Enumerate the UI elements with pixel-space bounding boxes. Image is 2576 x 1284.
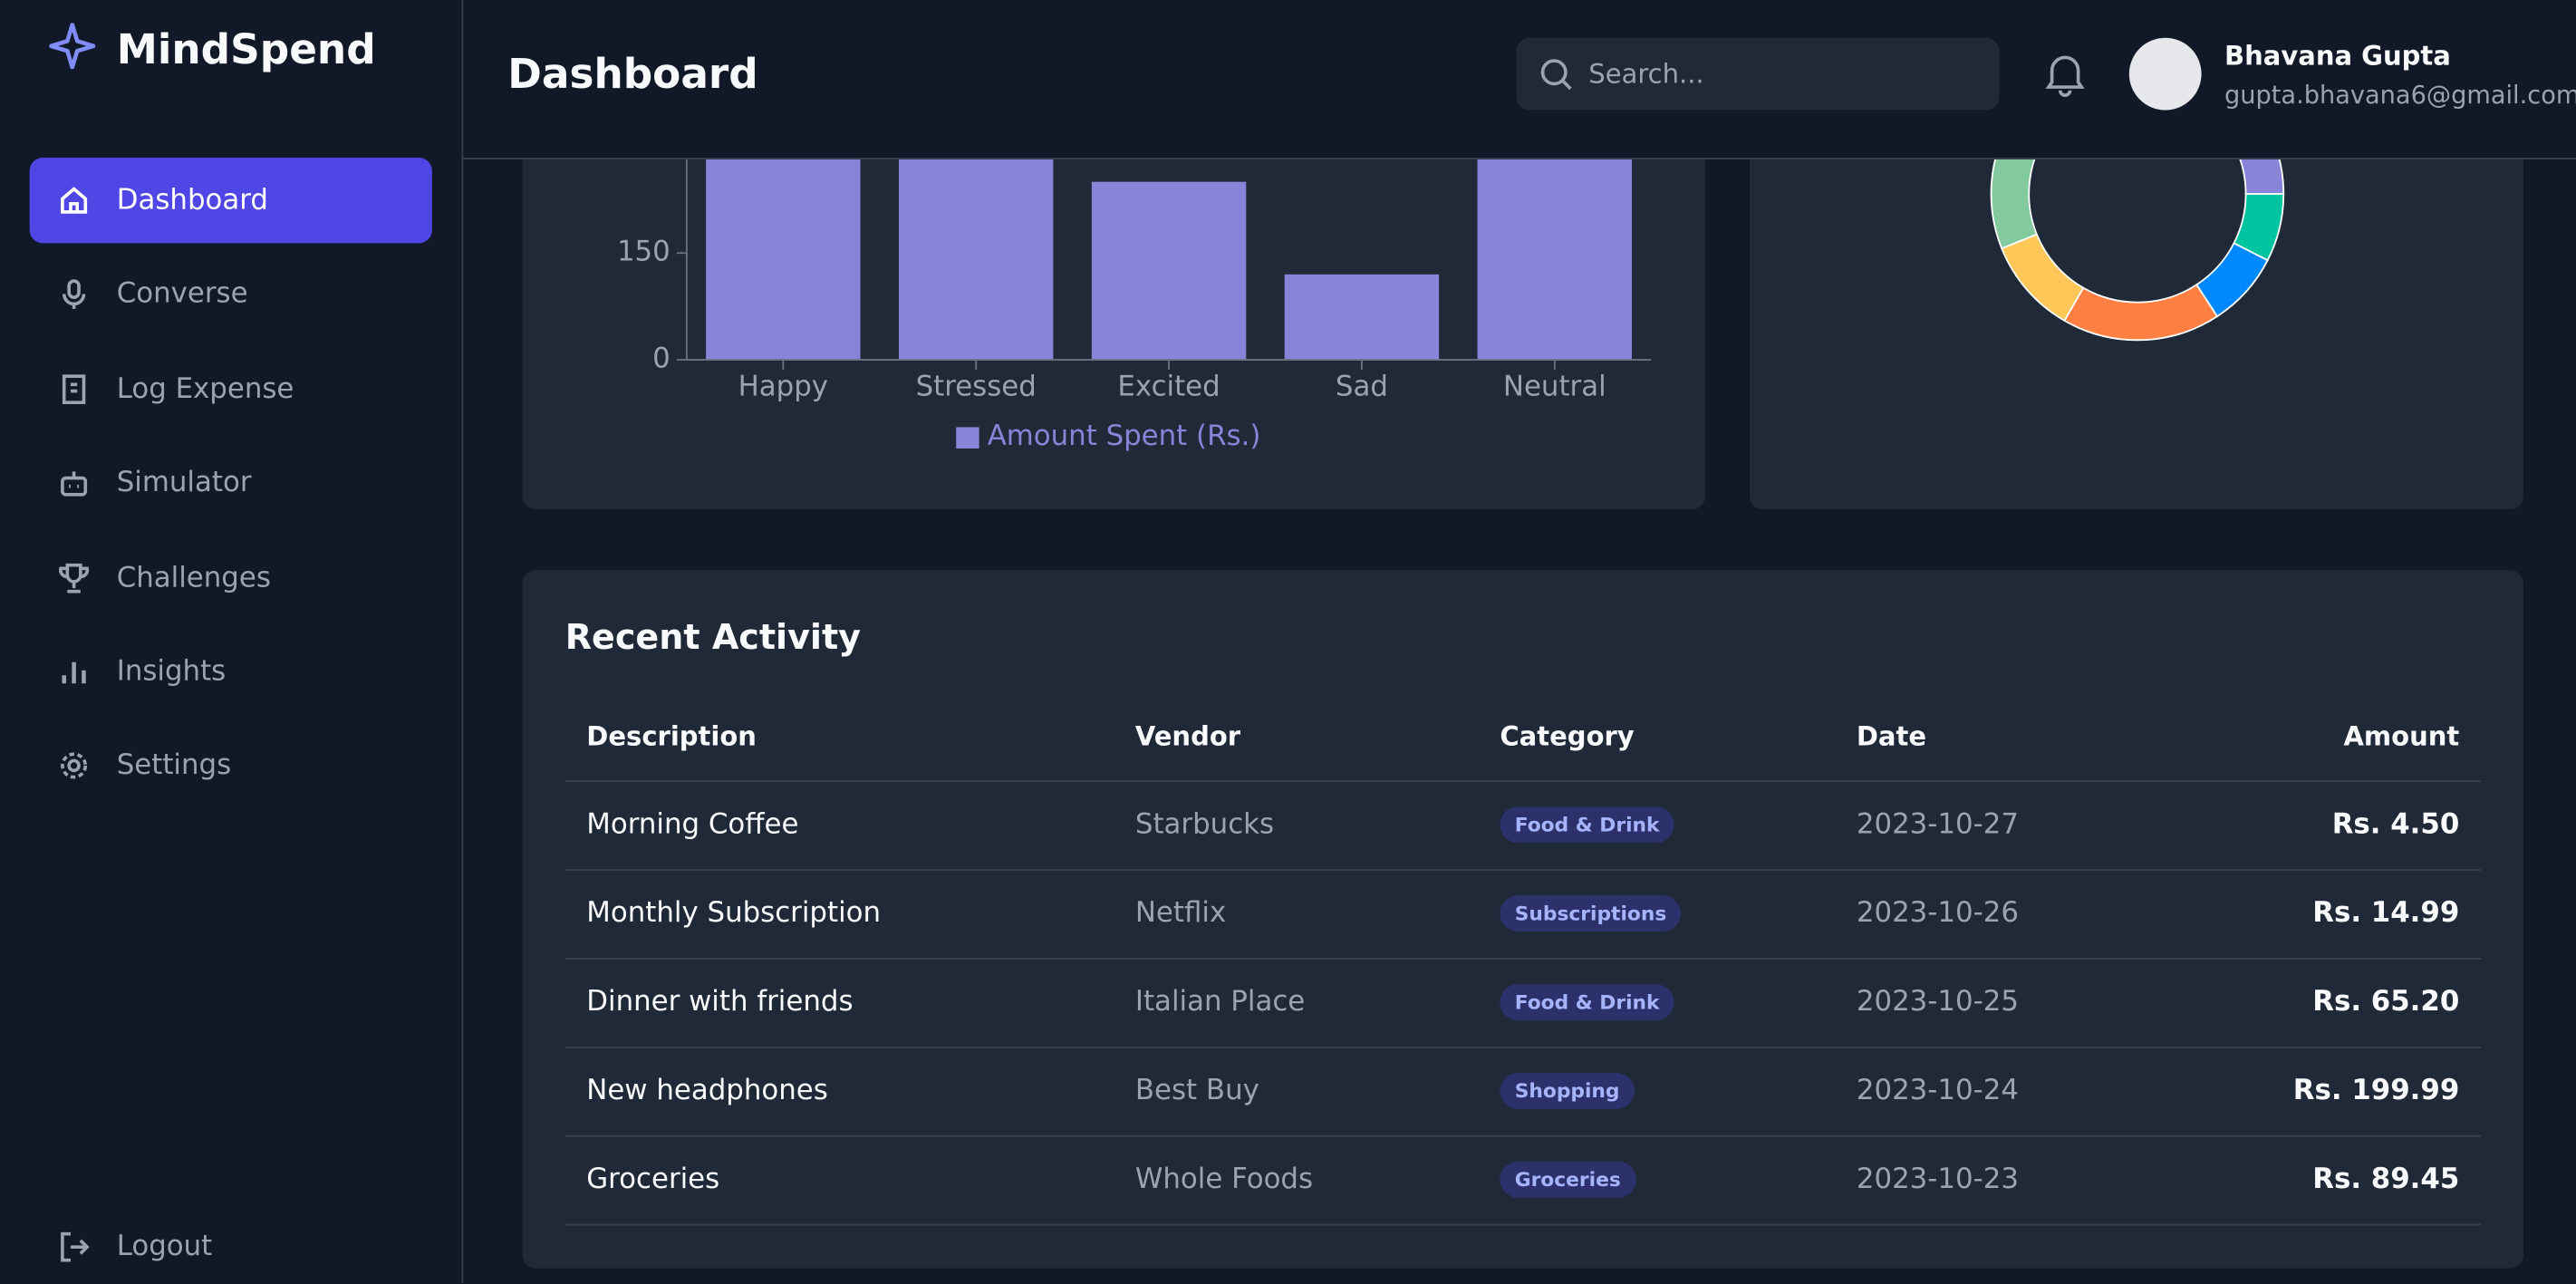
description-cell: Dinner with friends (586, 985, 854, 1019)
brand-icon (49, 23, 96, 70)
row-divider (564, 1046, 2481, 1048)
date-cell: 2023-10-24 (1856, 1074, 2019, 1108)
nav-icon (61, 471, 88, 497)
nav-item[interactable]: Challenges (30, 535, 432, 620)
y-tick-label: 0 (652, 343, 671, 375)
header: Dashboard Search... Bhavana Gupta gupta.… (463, 0, 2576, 159)
nav-icon (59, 563, 90, 593)
vendor-cell: Italian Place (1134, 985, 1306, 1019)
bell-icon[interactable] (2044, 51, 2087, 97)
nav-label: Insights (116, 655, 227, 689)
amount-cell: Rs. 14.99 (2312, 896, 2460, 931)
donut-slice (2063, 283, 2219, 342)
column-header: Description (586, 720, 757, 752)
category-badge: Groceries (1500, 1161, 1636, 1198)
date-cell: 2023-10-23 (1856, 1163, 2019, 1196)
category-cell: Groceries (1500, 1161, 1636, 1198)
column-header: Category (1500, 720, 1635, 752)
nav-icon (62, 279, 86, 310)
category-badge: Food & Drink (1500, 806, 1674, 844)
nav-icon (62, 661, 86, 684)
x-tick-label: Stressed (916, 370, 1037, 402)
page-title: Dashboard (507, 50, 758, 98)
legend-swatch (956, 427, 979, 449)
description-cell: Monthly Subscription (586, 896, 882, 931)
search-icon (1540, 59, 1572, 91)
nav-item[interactable]: Simulator (30, 440, 432, 526)
donut-slice (2233, 193, 2285, 262)
x-tick-label: Neutral (1503, 370, 1606, 402)
date-cell: 2023-10-27 (1856, 808, 2019, 842)
logout-label: Logout (116, 1231, 213, 1264)
nav-item[interactable]: Dashboard (29, 158, 432, 244)
sidebar: MindSpend Dashboard Converse Log Expense Si… (0, 0, 464, 1284)
bar (1091, 181, 1247, 361)
vendor-cell: Whole Foods (1134, 1163, 1314, 1196)
description-cell: Groceries (586, 1163, 720, 1196)
bar (898, 124, 1054, 361)
date-cell: 2023-10-25 (1856, 985, 2019, 1019)
nav-label: Settings (116, 749, 232, 783)
search-placeholder: Search... (1588, 58, 1704, 90)
nav-item[interactable]: Converse (30, 252, 432, 337)
x-tick-label: Sad (1336, 370, 1388, 402)
row-divider (564, 869, 2481, 871)
logout-icon (61, 1231, 90, 1262)
nav-item[interactable]: Settings (30, 723, 432, 808)
vendor-cell: Best Buy (1134, 1074, 1259, 1108)
nav-icon (61, 187, 88, 214)
bar (1284, 274, 1440, 361)
legend-label: Amount Spent (Rs.) (988, 420, 1261, 452)
amount-cell: Rs. 4.50 (2331, 808, 2460, 842)
date-cell: 2023-10-26 (1856, 896, 2019, 931)
category-badge: Subscriptions (1500, 895, 1682, 932)
user-name: Bhavana Gupta (2224, 40, 2451, 72)
nav-icon (62, 374, 86, 404)
row-divider (564, 1134, 2481, 1137)
row-divider (564, 958, 2481, 960)
column-header: Amount (2343, 720, 2460, 752)
row-divider (564, 780, 2481, 783)
vendor-cell: Starbucks (1134, 808, 1275, 842)
category-cell: Shopping (1500, 1072, 1635, 1109)
nav-label: Log Expense (116, 372, 294, 406)
nav-label: Dashboard (116, 184, 268, 217)
nav-item[interactable]: Insights (30, 629, 432, 714)
column-header: Date (1856, 720, 1927, 752)
amount-cell: Rs. 65.20 (2312, 985, 2460, 1019)
recent-activity-card (522, 570, 2523, 1269)
bar (706, 131, 861, 361)
nav-item[interactable]: Log Expense (30, 346, 432, 431)
nav-label: Challenges (116, 561, 271, 594)
category-badge: Food & Drink (1500, 984, 1674, 1020)
x-tick-label: Happy (738, 370, 828, 402)
section-title: Recent Activity (564, 617, 862, 658)
brand-name: MindSpend (116, 25, 376, 73)
logout-button[interactable]: Logout (30, 1204, 432, 1283)
amount-cell: Rs. 89.45 (2312, 1163, 2460, 1196)
column-header: Vendor (1134, 720, 1241, 752)
x-tick-label: Excited (1117, 370, 1220, 402)
avatar[interactable] (2128, 37, 2202, 111)
category-cell: Subscriptions (1500, 895, 1682, 932)
nav-label: Simulator (116, 467, 252, 500)
search-box[interactable]: Search... (1516, 37, 2000, 111)
nav-label: Converse (116, 278, 248, 312)
user-email: gupta.bhavana6@gmail.com (2224, 80, 2576, 111)
vendor-cell: Netflix (1134, 896, 1227, 931)
amount-cell: Rs. 199.99 (2292, 1074, 2460, 1108)
category-cell: Food & Drink (1500, 984, 1674, 1020)
y-tick-label: 150 (617, 236, 671, 268)
row-divider (564, 1223, 2481, 1226)
nav-icon (61, 753, 88, 780)
bar (1477, 139, 1632, 361)
description-cell: New headphones (586, 1074, 828, 1108)
category-cell: Food & Drink (1500, 806, 1674, 844)
category-badge: Shopping (1500, 1072, 1635, 1109)
description-cell: Morning Coffee (586, 808, 799, 842)
